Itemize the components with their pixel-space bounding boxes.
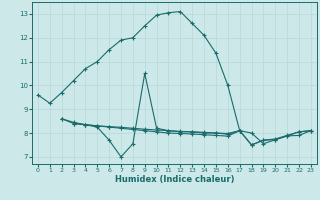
X-axis label: Humidex (Indice chaleur): Humidex (Indice chaleur) bbox=[115, 175, 234, 184]
